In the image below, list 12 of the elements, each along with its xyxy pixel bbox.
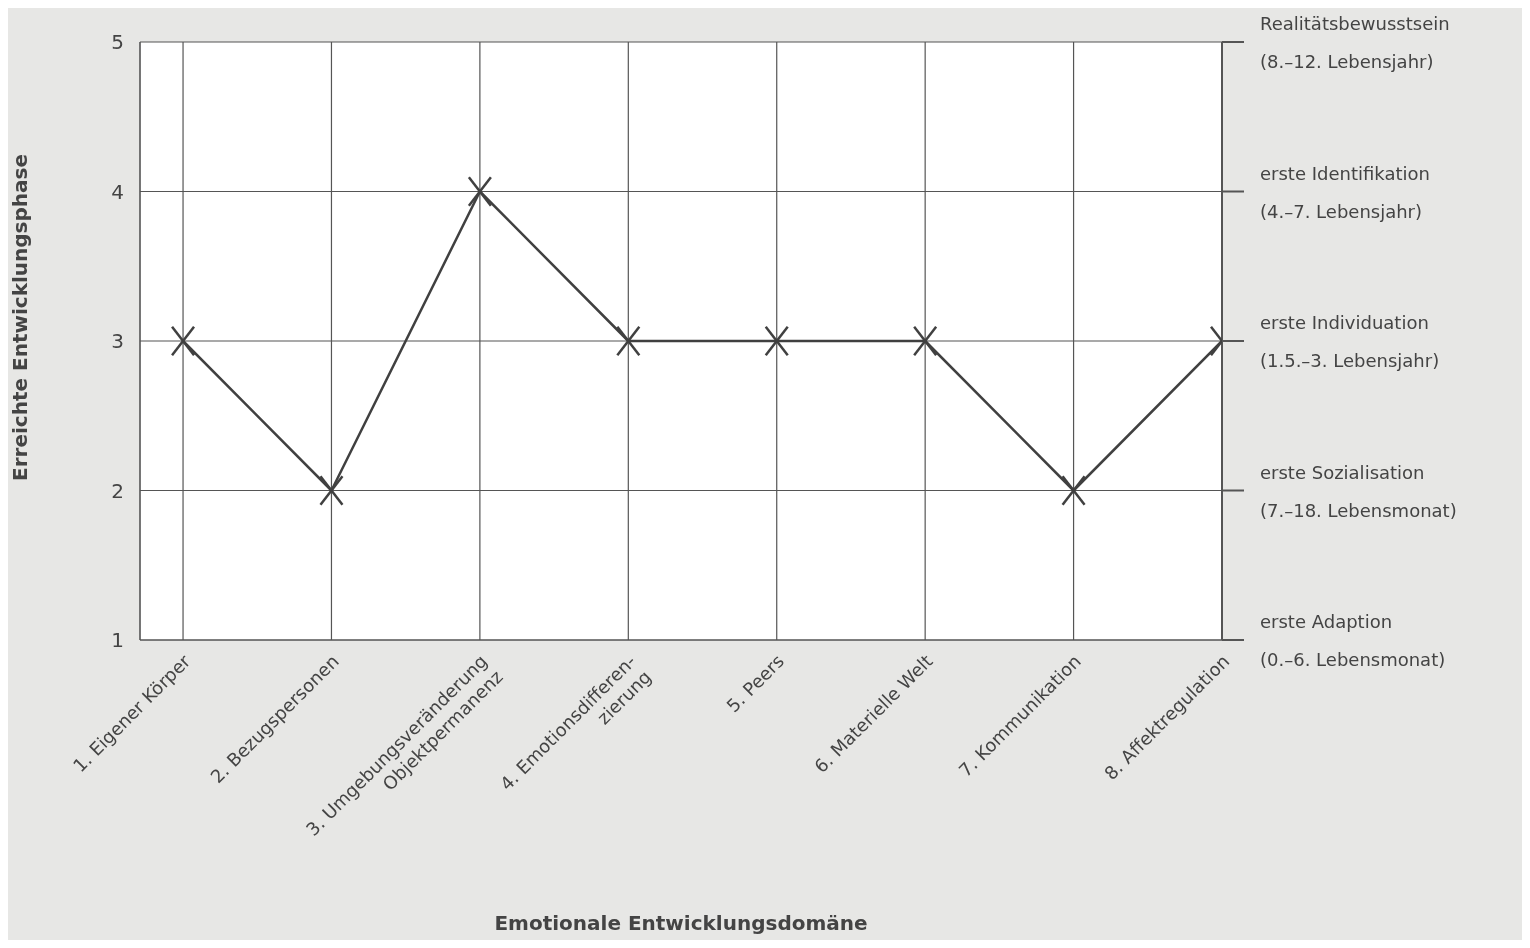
y-tick-label: 2 xyxy=(111,478,124,503)
x-axis-title: Emotionale Entwicklungsdomäne xyxy=(494,911,868,935)
y-tick-label: 1 xyxy=(111,628,124,653)
text: erste Sozialisation (7.–18. Lebensmonat) xyxy=(1260,461,1457,521)
text: erste Identifikation (4.–7. Lebensjahr) xyxy=(1260,162,1430,222)
y-tick-label: 3 xyxy=(111,329,124,354)
text: erste Adaption (0.–6. Lebensmonat) xyxy=(1260,611,1446,670)
y-tick-label: 5 xyxy=(111,30,124,55)
y-tick-label: 4 xyxy=(111,179,124,204)
text: erste Individuation (1.5.–3. Lebensjahr) xyxy=(1260,312,1440,371)
text: Realitätsbewusstsein (8.–12. Lebensjahr) xyxy=(1260,13,1450,72)
y-axis-title: Erreichte Entwicklungsphase xyxy=(8,153,33,481)
